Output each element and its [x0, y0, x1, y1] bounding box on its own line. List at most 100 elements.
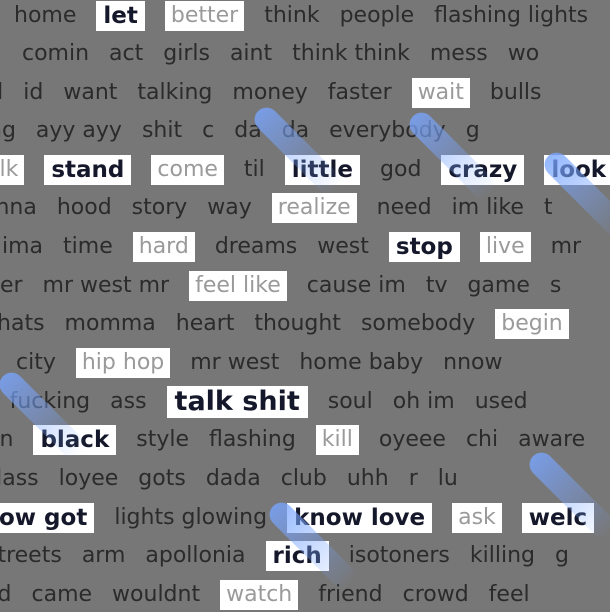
- word: came: [31, 582, 93, 607]
- word: bulls: [489, 80, 542, 105]
- word: home baby: [299, 350, 424, 375]
- word: realize: [271, 193, 357, 223]
- word: better: [164, 1, 245, 31]
- word: come: [151, 155, 224, 185]
- word: flashing lights: [434, 3, 589, 28]
- line-9: vhats momma heart thought somebody begin: [0, 306, 589, 342]
- word: club: [280, 466, 327, 491]
- word: watch: [220, 580, 299, 610]
- line-7: ima time hard dreams west stop live mr: [2, 229, 601, 265]
- word: hip hop: [75, 348, 171, 378]
- word: god: [380, 157, 422, 182]
- word: need: [376, 195, 432, 220]
- word: hood: [56, 195, 112, 220]
- word: oh im: [392, 389, 455, 414]
- word: money: [232, 80, 308, 105]
- word: c: [202, 118, 215, 143]
- word: crowd: [402, 582, 469, 607]
- word: soul: [327, 389, 373, 414]
- word: know love: [287, 503, 433, 533]
- word: killing: [469, 543, 535, 568]
- word: begin: [495, 309, 569, 339]
- word: mr: [550, 234, 582, 259]
- word: id: [23, 80, 44, 105]
- word: hard: [132, 232, 195, 262]
- word: mess: [429, 41, 488, 66]
- word: isotoners: [348, 543, 450, 568]
- word: ng: [0, 118, 16, 143]
- word: tv: [425, 273, 448, 298]
- word: aware: [518, 427, 586, 452]
- word: an: [0, 427, 14, 452]
- word: way: [207, 195, 252, 220]
- word: apollonia: [145, 543, 246, 568]
- word: ima: [2, 234, 44, 259]
- word: let: [96, 1, 145, 31]
- word: faster: [327, 80, 392, 105]
- word: somebody: [360, 311, 476, 336]
- word: comin: [22, 41, 90, 66]
- word: friend: [318, 582, 383, 607]
- word: heart: [175, 311, 235, 336]
- line-12: anblackstyleflashingkilloyeeechiaware: [0, 422, 605, 458]
- word: wo: [507, 41, 540, 66]
- word: shit: [141, 118, 183, 143]
- word: stop: [388, 232, 460, 262]
- word: mr west mr: [42, 273, 170, 298]
- word: think: [264, 3, 320, 28]
- word: want: [63, 80, 118, 105]
- word: ayy ayy: [35, 118, 122, 143]
- word: til: [243, 157, 265, 182]
- word: girls: [163, 41, 210, 66]
- word: people: [339, 3, 415, 28]
- word: ber: [0, 273, 23, 298]
- word: cause im: [306, 273, 406, 298]
- word: kill: [315, 425, 359, 455]
- word: style: [136, 427, 190, 452]
- word: loyee: [58, 466, 119, 491]
- word: live: [479, 232, 531, 262]
- word: ask: [452, 503, 502, 533]
- word: talking: [137, 80, 213, 105]
- word: stand: [44, 155, 132, 185]
- word: home: [14, 3, 77, 28]
- word: wouldnt: [112, 582, 201, 607]
- word: arm: [81, 543, 126, 568]
- word: lu: [437, 466, 458, 491]
- word: talk shit: [166, 386, 308, 418]
- word: story: [131, 195, 188, 220]
- line-16: edcame wouldnt watch friend crowd feel: [0, 577, 550, 612]
- word: wait: [411, 78, 470, 108]
- word: city: [16, 350, 56, 375]
- word: im like: [451, 195, 524, 220]
- word: ass: [110, 389, 147, 414]
- word: nnow: [443, 350, 503, 375]
- word: gots: [138, 466, 186, 491]
- word: think think: [292, 41, 410, 66]
- word: west: [317, 234, 369, 259]
- word: r: [408, 466, 418, 491]
- line-2: comin act girls aint think think mess wo: [0, 36, 559, 72]
- word: mr west: [190, 350, 280, 375]
- word: oyeee: [378, 427, 446, 452]
- word: thought: [254, 311, 341, 336]
- word: vhats: [0, 311, 45, 336]
- word: dada: [205, 466, 261, 491]
- word: s: [549, 273, 562, 298]
- word: ed: [0, 582, 12, 607]
- word: momma: [64, 311, 156, 336]
- word: used: [474, 389, 528, 414]
- word: alk: [0, 155, 25, 185]
- word: irl: [0, 80, 4, 105]
- word: game: [467, 273, 530, 298]
- word: aint: [229, 41, 273, 66]
- word: dreams: [214, 234, 298, 259]
- word: feel like: [189, 271, 287, 301]
- line-1: home let better think people flashing lights: [14, 0, 608, 34]
- word: t: [543, 195, 553, 220]
